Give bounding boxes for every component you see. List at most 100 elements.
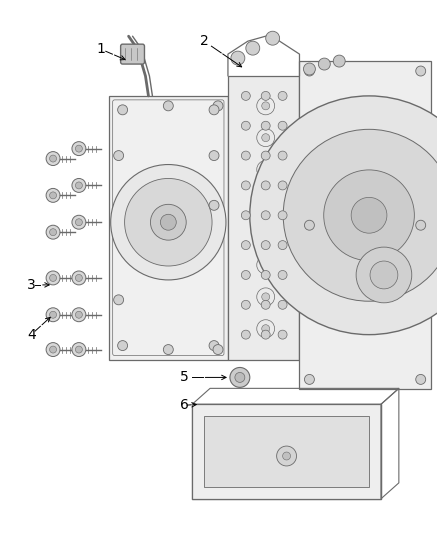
Circle shape [213,345,223,354]
Circle shape [163,101,173,111]
Circle shape [278,181,287,190]
Circle shape [49,311,57,318]
Circle shape [114,151,124,160]
Circle shape [304,63,315,75]
Circle shape [262,197,270,205]
Circle shape [278,122,287,130]
Circle shape [49,274,57,281]
Circle shape [231,51,245,65]
Circle shape [351,197,387,233]
Circle shape [262,166,270,173]
Circle shape [118,105,127,115]
Circle shape [241,181,250,190]
Circle shape [230,367,250,387]
Circle shape [278,92,287,100]
Circle shape [160,214,176,230]
Circle shape [278,330,287,339]
Circle shape [75,182,82,189]
Circle shape [75,219,82,225]
Circle shape [262,229,270,237]
Circle shape [318,58,330,70]
Circle shape [124,179,212,266]
Circle shape [150,204,186,240]
Circle shape [278,270,287,279]
Circle shape [213,101,223,111]
Circle shape [261,330,270,339]
Circle shape [118,341,127,351]
Circle shape [241,92,250,100]
Circle shape [49,155,57,162]
Circle shape [209,200,219,211]
Circle shape [324,170,414,261]
Circle shape [333,55,345,67]
Circle shape [235,373,245,382]
Circle shape [46,225,60,239]
Circle shape [241,240,250,249]
Circle shape [304,220,314,230]
Circle shape [46,271,60,285]
Circle shape [261,181,270,190]
Circle shape [266,31,279,45]
Circle shape [356,247,412,303]
Circle shape [261,211,270,220]
Circle shape [72,271,86,285]
FancyBboxPatch shape [120,44,145,64]
Circle shape [75,145,82,152]
Text: 4: 4 [27,328,35,342]
Circle shape [46,308,60,322]
Circle shape [262,261,270,269]
Circle shape [370,261,398,289]
Text: 5: 5 [180,370,189,384]
Bar [300,61,431,389]
Circle shape [262,325,270,333]
Circle shape [283,452,290,460]
Circle shape [261,240,270,249]
Circle shape [261,122,270,130]
Circle shape [278,151,287,160]
Circle shape [278,300,287,309]
Circle shape [261,270,270,279]
Bar [192,404,381,499]
Circle shape [114,295,124,305]
Circle shape [261,151,270,160]
Circle shape [111,165,226,280]
Circle shape [261,92,270,100]
Circle shape [49,192,57,199]
Text: 6: 6 [180,398,189,412]
Circle shape [262,102,270,110]
Circle shape [241,270,250,279]
Circle shape [261,300,270,309]
Circle shape [46,343,60,357]
Circle shape [241,211,250,220]
Circle shape [49,346,57,353]
Circle shape [283,130,438,301]
Circle shape [46,151,60,166]
Circle shape [262,134,270,142]
Circle shape [72,343,86,357]
Circle shape [241,300,250,309]
Circle shape [304,375,314,384]
Circle shape [241,330,250,339]
Circle shape [209,151,219,160]
Circle shape [262,293,270,301]
Circle shape [209,341,219,351]
Circle shape [163,345,173,354]
Circle shape [304,66,314,76]
Circle shape [416,66,426,76]
Circle shape [209,105,219,115]
Circle shape [278,240,287,249]
Circle shape [75,311,82,318]
Circle shape [75,346,82,353]
Circle shape [72,179,86,192]
Circle shape [46,188,60,203]
Circle shape [278,211,287,220]
Circle shape [416,220,426,230]
Circle shape [72,142,86,156]
Circle shape [72,215,86,229]
Circle shape [75,274,82,281]
Text: 3: 3 [27,278,35,292]
Text: 2: 2 [200,34,208,48]
Circle shape [246,41,260,55]
Circle shape [49,229,57,236]
Circle shape [416,375,426,384]
